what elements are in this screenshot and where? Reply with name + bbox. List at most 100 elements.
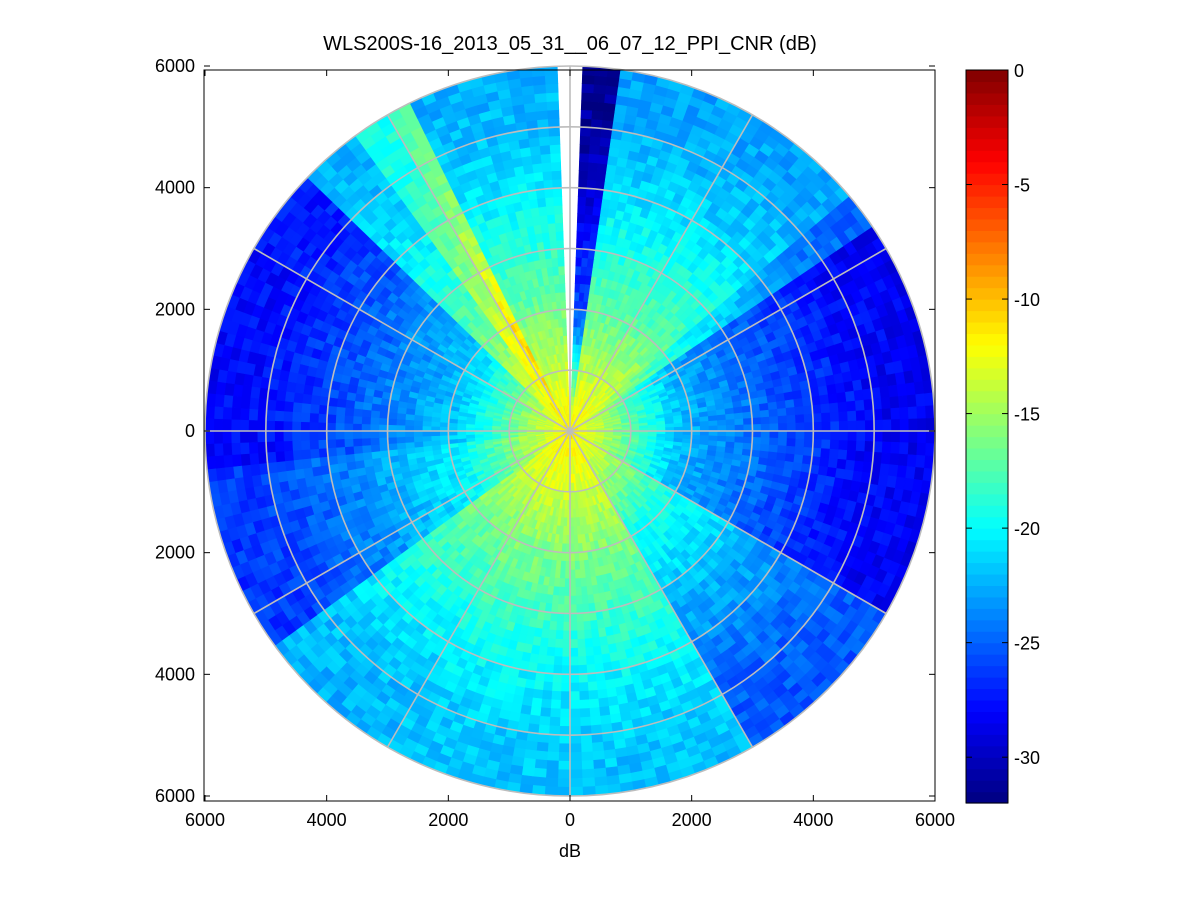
heatmap-cell: [563, 613, 571, 623]
heatmap-cell: [395, 430, 406, 438]
heatmap-cell: [803, 438, 814, 449]
heatmap-cell: [592, 645, 602, 657]
heatmap-cell: [554, 283, 561, 294]
heatmap-cell: [575, 586, 582, 597]
heatmap-cell: [682, 422, 692, 428]
heatmap-cell: [573, 543, 579, 553]
heatmap-cell: [562, 639, 571, 649]
heatmap-cell: [548, 231, 557, 242]
heatmap-cell: [361, 437, 371, 446]
heatmap-cell: [561, 309, 567, 319]
heatmap-cell: [574, 283, 581, 293]
heatmap-cell: [582, 239, 591, 250]
heatmap-cell: [759, 444, 770, 453]
heatmap-cell: [569, 665, 579, 675]
heatmap-cell: [362, 451, 373, 461]
heatmap-cell: [378, 443, 389, 452]
heatmap-cell: [369, 416, 380, 425]
plot-area: 6000 4000 2000 0 2000 4000 6000 60004000200002…: [155, 56, 955, 861]
heatmap-cell: [335, 430, 345, 440]
heatmap-cell: [691, 421, 701, 428]
heatmap-cell: [575, 265, 582, 276]
heatmap-cell: [777, 407, 788, 417]
heatmap-cell: [555, 630, 564, 640]
heatmap-cell: [562, 630, 571, 640]
heatmap-cell: [584, 213, 594, 224]
heatmap-cell: [335, 438, 345, 448]
heatmap-cell: [578, 178, 588, 189]
heatmap-cell: [556, 248, 565, 258]
heatmap-cell: [793, 398, 804, 408]
heatmap-cell: [769, 416, 779, 425]
heatmap-cell: [378, 430, 388, 438]
heatmap-cell: [673, 422, 684, 428]
heatmap-cell: [759, 409, 770, 418]
heatmap-cell: [545, 655, 555, 666]
heatmap-cell: [577, 647, 587, 658]
heatmap-cell: [795, 430, 805, 440]
heatmap-cell: [784, 399, 796, 409]
heatmap-cell: [743, 430, 753, 438]
heatmap-cell: [439, 434, 449, 441]
heatmap-cell: [553, 196, 563, 206]
heatmap-cell: [352, 415, 363, 425]
heatmap-cell: [580, 586, 588, 597]
heatmap-cell: [564, 352, 568, 362]
heatmap-cell: [343, 414, 354, 424]
heatmap-cell: [795, 414, 805, 424]
heatmap-cell: [539, 214, 549, 225]
heatmap-cell: [783, 391, 795, 402]
heatmap-cell: [404, 441, 415, 449]
heatmap-cell: [552, 187, 563, 198]
heatmap-cell: [422, 420, 432, 427]
heatmap-cell: [561, 647, 571, 658]
heatmap-cell: [361, 444, 372, 454]
heatmap-cell: [564, 361, 569, 371]
heatmap-cell: [553, 647, 563, 658]
heatmap-cell: [734, 418, 745, 426]
heatmap-cell: [760, 430, 771, 439]
heatmap-cell: [545, 196, 555, 207]
heatmap-cell: [413, 419, 423, 427]
heatmap-cell: [559, 283, 566, 293]
heatmap-cell: [569, 647, 579, 658]
heatmap-cell: [599, 644, 610, 656]
heatmap-cell: [530, 206, 541, 218]
heatmap-cell: [569, 578, 576, 588]
heatmap-cell: [574, 274, 582, 284]
heatmap-cell: [751, 410, 762, 419]
heatmap-cell: [547, 629, 557, 640]
heatmap-cell: [576, 638, 586, 649]
heatmap-cell: [569, 621, 578, 632]
heatmap-cell: [361, 423, 371, 432]
heatmap-cell: [576, 630, 585, 640]
heatmap-cell: [413, 435, 423, 443]
heatmap-cell: [547, 222, 557, 233]
heatmap-cell: [553, 204, 563, 215]
heatmap-cell: [558, 578, 566, 588]
chart-title: WLS200S-16_2013_05_31__06_07_12_PPI_CNR …: [323, 33, 817, 55]
heatmap-cell: [573, 526, 578, 536]
heatmap-cell: [553, 656, 563, 666]
heatmap-cell: [343, 430, 354, 440]
heatmap-cell: [552, 265, 560, 276]
heatmap-cell: [555, 621, 564, 632]
heatmap-cell: [576, 230, 585, 241]
heatmap-cell: [593, 197, 603, 208]
heatmap-cell: [564, 578, 571, 588]
heatmap-cell: [561, 317, 567, 328]
heatmap-cell: [776, 400, 787, 410]
heatmap-cell: [716, 414, 727, 422]
heatmap-cell: [561, 665, 571, 675]
heatmap-cell: [326, 438, 337, 449]
heatmap-cell: [537, 197, 547, 208]
heatmap-cell: [378, 417, 389, 425]
heatmap-cell: [590, 628, 600, 639]
heatmap-cell: [549, 239, 558, 250]
heatmap-cell: [726, 430, 736, 438]
heatmap-cell: [778, 430, 788, 439]
heatmap-cell: [566, 378, 569, 388]
heatmap-cell: [717, 435, 727, 443]
heatmap-cell: [751, 443, 762, 452]
